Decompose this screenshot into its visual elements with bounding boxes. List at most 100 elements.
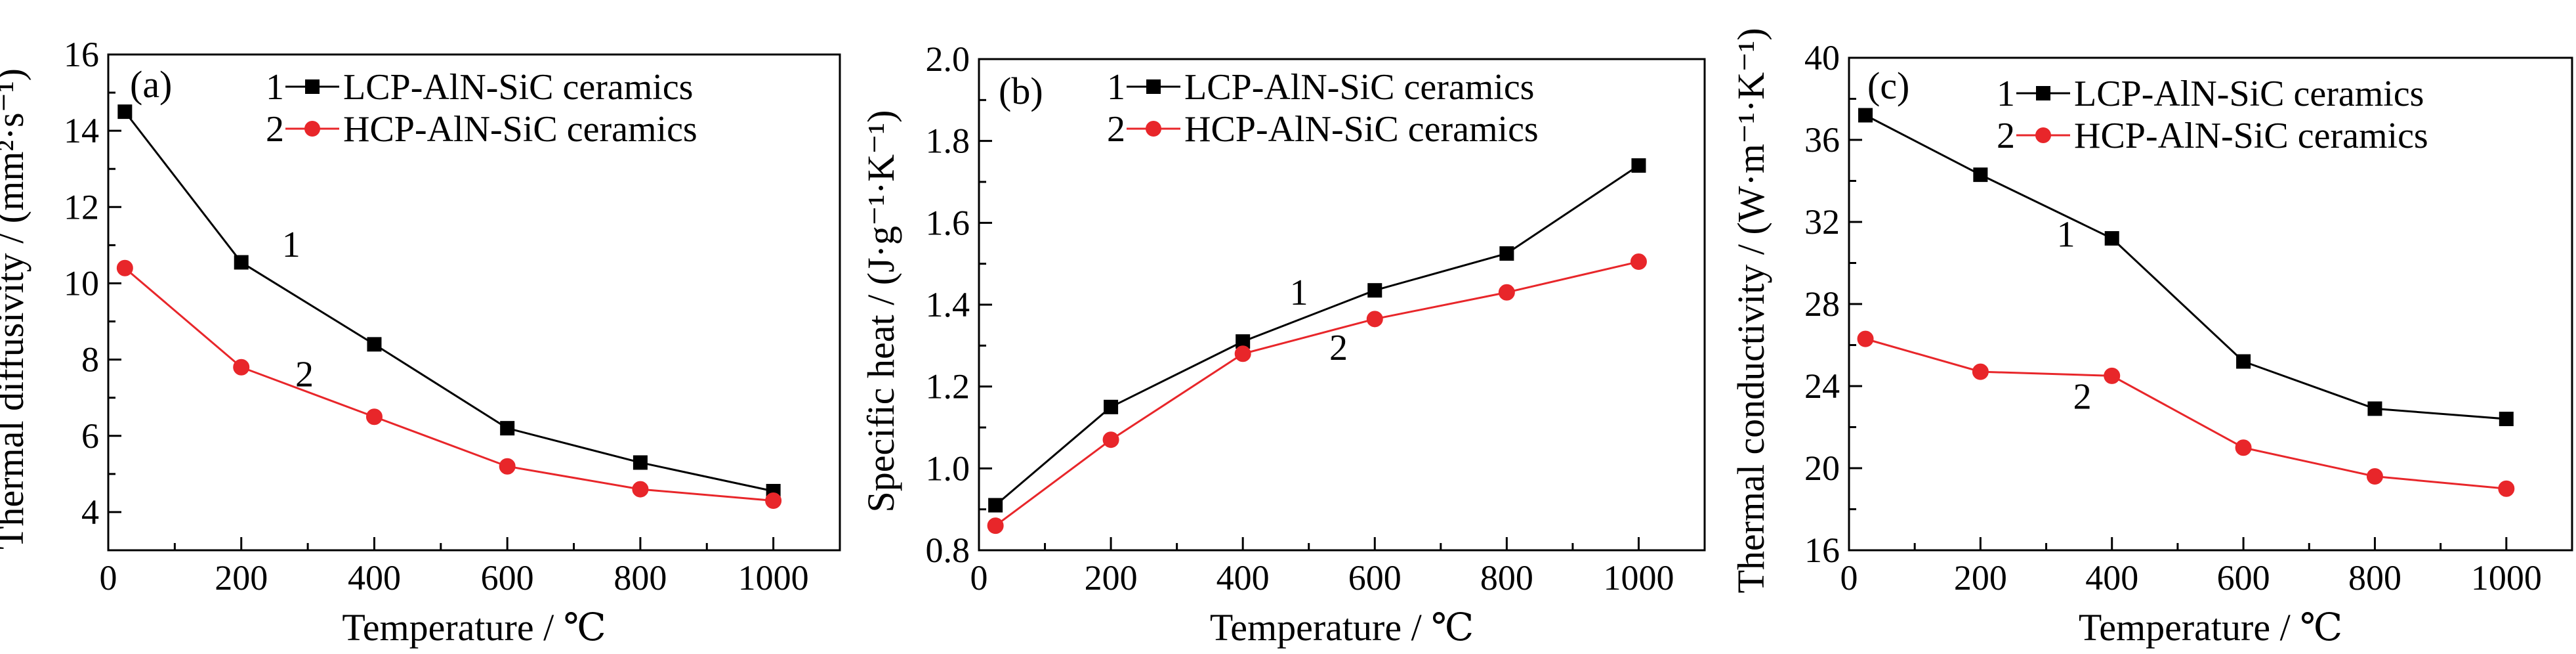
series-2-point bbox=[1102, 431, 1119, 448]
y-tick-label: 1.0 bbox=[926, 448, 970, 488]
series-2-point bbox=[1972, 363, 1989, 380]
series-1-point bbox=[1499, 246, 1514, 261]
curve-number-annotation: 1 bbox=[1290, 272, 1308, 313]
y-tick-label: 28 bbox=[1804, 284, 1840, 324]
legend-label: LCP-AlN-SiC ceramics bbox=[2074, 74, 2424, 114]
legend-marker bbox=[305, 79, 320, 94]
series-1-point bbox=[1858, 108, 1873, 123]
series-1-point bbox=[1367, 283, 1382, 298]
series-2-point bbox=[1234, 345, 1251, 362]
legend-number: 1 bbox=[1107, 67, 1125, 108]
legend-marker bbox=[2036, 86, 2050, 100]
y-axis-title: Specific heat / (J·g⁻¹·K⁻¹) bbox=[860, 110, 902, 513]
y-tick-label: 14 bbox=[64, 111, 99, 150]
panel-a: 0 200 400 600 800 100046810121416Temperature … bbox=[0, 35, 841, 649]
plot-frame bbox=[107, 53, 841, 552]
series-1-line bbox=[995, 164, 1640, 506]
x-tick-label: 1000 bbox=[2471, 558, 2542, 598]
x-tick-label: 800 bbox=[2348, 558, 2401, 598]
y-tick-label: 10 bbox=[64, 263, 99, 303]
y-tick-label: 6 bbox=[81, 416, 99, 456]
series-1-point bbox=[2499, 412, 2514, 426]
legend-label: HCP-AlN-SiC ceramics bbox=[1184, 109, 1539, 150]
legend-marker bbox=[1146, 121, 1161, 137]
series-2-point bbox=[765, 492, 782, 509]
y-tick-label: 1.6 bbox=[926, 203, 970, 242]
curve-number-annotation: 1 bbox=[282, 225, 301, 265]
x-tick-label: 800 bbox=[613, 558, 667, 598]
series-2-point bbox=[987, 517, 1004, 534]
series-1-point bbox=[1236, 334, 1251, 349]
legend-number: 2 bbox=[1107, 109, 1125, 150]
legend-label: LCP-AlN-SiC ceramics bbox=[1184, 67, 1534, 108]
legend-number: 1 bbox=[1997, 74, 2015, 114]
y-tick-label: 1.2 bbox=[926, 367, 970, 406]
series-2-point bbox=[233, 359, 250, 376]
y-tick-label: 12 bbox=[64, 187, 99, 227]
series-2-point bbox=[2104, 367, 2121, 384]
curve-number-annotation: 2 bbox=[2073, 376, 2092, 417]
x-tick-label: 400 bbox=[348, 558, 401, 598]
series-1-line bbox=[124, 111, 774, 492]
series-1-point bbox=[1973, 167, 1988, 183]
legend-number: 2 bbox=[266, 109, 284, 150]
legend-marker bbox=[2035, 127, 2051, 143]
y-tick-label: 16 bbox=[64, 35, 99, 74]
series-2-line bbox=[124, 267, 774, 502]
series-2-point bbox=[365, 408, 383, 425]
x-tick-label: 600 bbox=[2217, 558, 2270, 598]
legend-label: LCP-AlN-SiC ceramics bbox=[343, 67, 693, 108]
curve-number-annotation: 2 bbox=[295, 354, 314, 395]
x-axis-title: Temperature / ℃ bbox=[342, 606, 606, 649]
series-1-point bbox=[633, 455, 648, 470]
y-tick-label: 4 bbox=[81, 492, 99, 532]
series-2-point bbox=[2235, 439, 2252, 456]
x-tick-label: 0 bbox=[1840, 558, 1858, 598]
x-tick-label: 600 bbox=[1348, 558, 1402, 598]
y-tick-label: 20 bbox=[1804, 448, 1840, 488]
series-2-point bbox=[632, 481, 649, 498]
y-tick-label: 2.0 bbox=[926, 39, 970, 79]
panel-label: (c) bbox=[1867, 64, 1909, 107]
series-2-line bbox=[995, 261, 1639, 527]
x-tick-label: 400 bbox=[1216, 558, 1270, 598]
series-1-line bbox=[1865, 114, 2506, 420]
y-axis-title: Thermal conductivity / (W·m⁻¹·K⁻¹) bbox=[1730, 28, 1772, 593]
x-tick-label: 400 bbox=[2085, 558, 2138, 598]
series-1-point bbox=[1631, 158, 1646, 173]
series-1-point bbox=[117, 104, 133, 120]
legend-number: 1 bbox=[266, 67, 284, 108]
x-tick-label: 200 bbox=[215, 558, 268, 598]
x-tick-label: 200 bbox=[1085, 558, 1138, 598]
legend-label: HCP-AlN-SiC ceramics bbox=[2074, 116, 2428, 156]
series-1-point bbox=[2236, 354, 2251, 369]
x-axis-title: Temperature / ℃ bbox=[1210, 606, 1474, 649]
series-2-point bbox=[1630, 253, 1647, 271]
panel-c: 0 200 400 600 800 1000 16 20 24 28 32 36 40 Temperatu… bbox=[1730, 28, 2573, 649]
x-tick-label: 1000 bbox=[738, 558, 809, 598]
series-1-point bbox=[500, 421, 515, 436]
series-2-point bbox=[499, 458, 516, 475]
x-tick-label: 200 bbox=[1954, 558, 2007, 598]
panel-label: (a) bbox=[130, 63, 172, 106]
series-1-point bbox=[1104, 399, 1119, 414]
series-2-point bbox=[1366, 311, 1383, 328]
legend-number: 2 bbox=[1997, 116, 2015, 156]
x-tick-label: 0 bbox=[100, 558, 117, 598]
y-tick-label: 40 bbox=[1804, 38, 1840, 77]
curve-number-annotation: 2 bbox=[1329, 328, 1348, 368]
panel-b: 0 200 400 600 800 1000 0.8 1.0 1.2 1.4 1.6 1.8 2.0 Te… bbox=[860, 39, 1706, 649]
series-2-point bbox=[2366, 468, 2383, 485]
series-2-point bbox=[1498, 284, 1515, 301]
x-tick-label: 0 bbox=[970, 558, 988, 598]
series-1-point bbox=[2104, 231, 2119, 246]
x-tick-label: 800 bbox=[1480, 558, 1533, 598]
y-tick-label: 0.8 bbox=[926, 531, 970, 570]
y-axis-title: Thermal diffusivity / (mm²·s⁻¹) bbox=[0, 68, 31, 550]
series-1-point bbox=[234, 255, 249, 270]
y-tick-label: 36 bbox=[1804, 120, 1840, 160]
x-axis-title: Temperature / ℃ bbox=[2079, 606, 2342, 649]
curve-number-annotation: 1 bbox=[2057, 215, 2075, 255]
